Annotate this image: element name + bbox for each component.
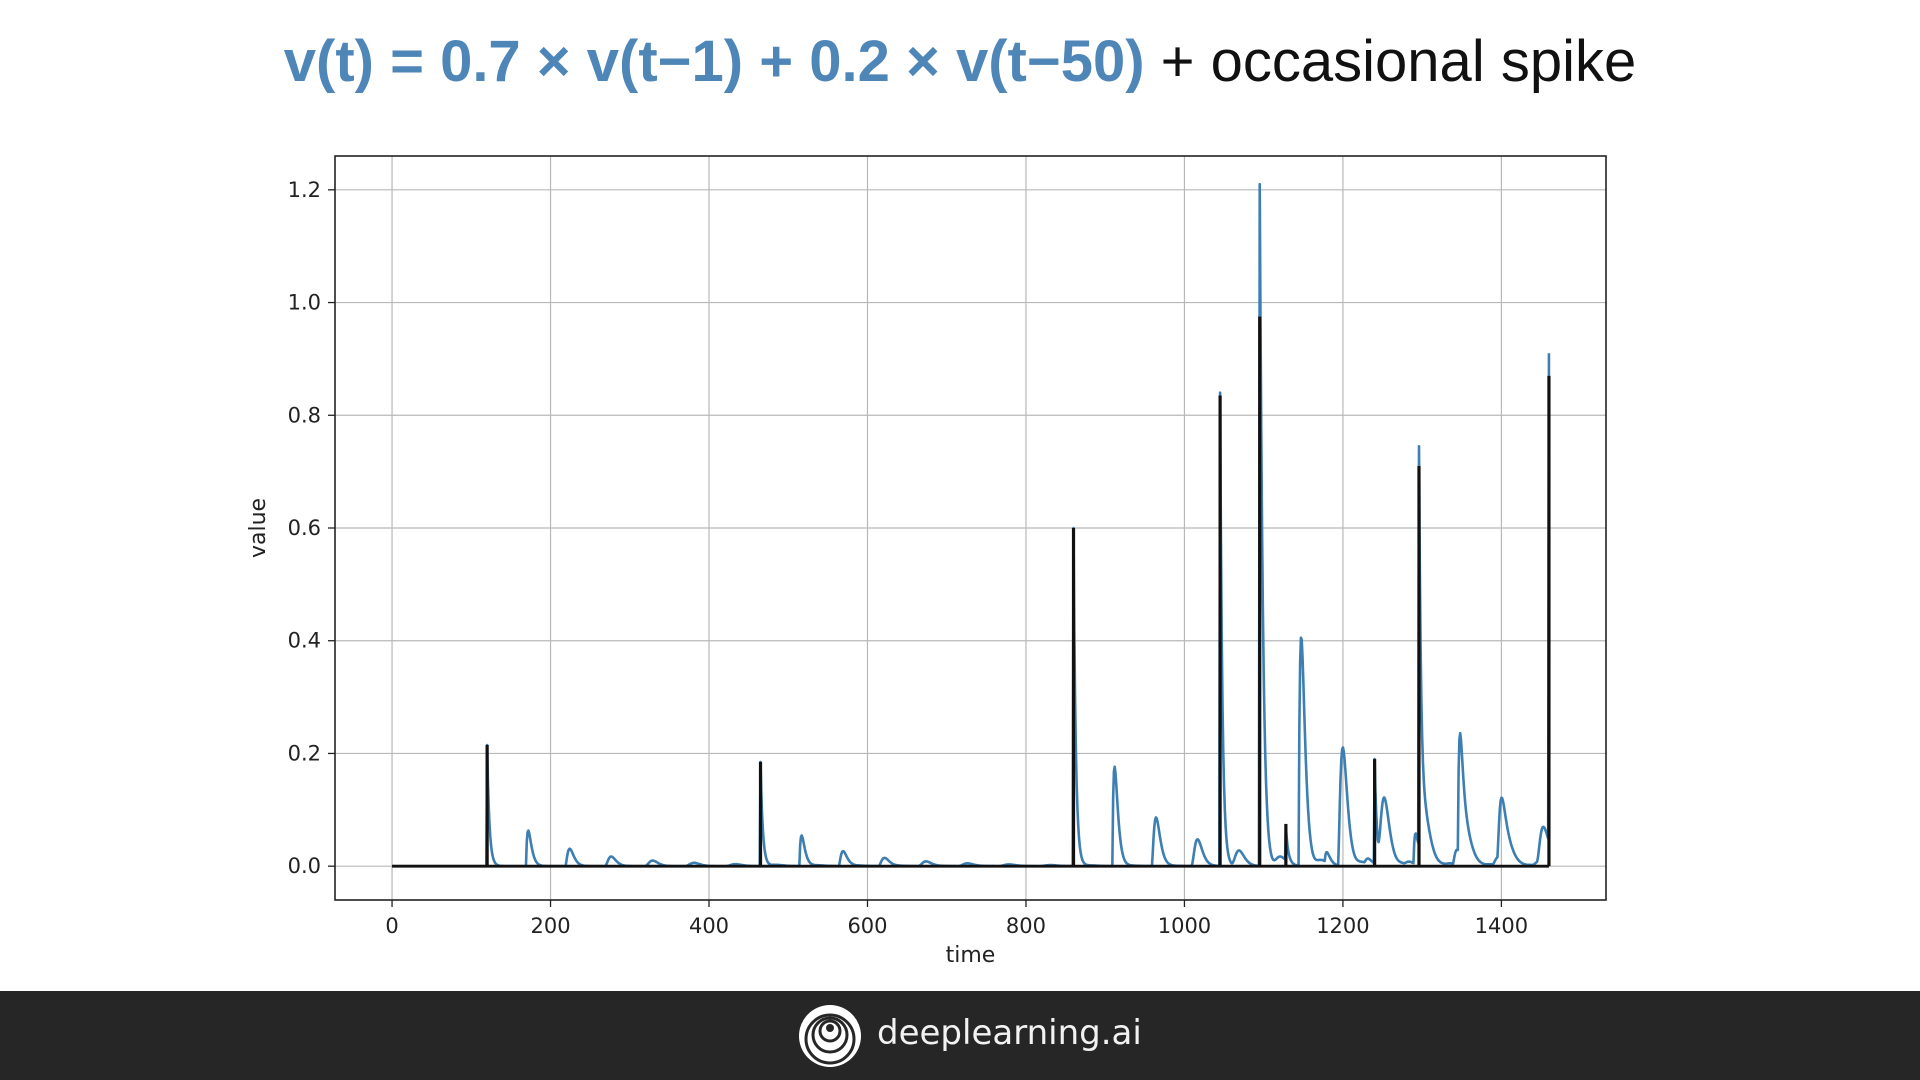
x-tick-label: 200 bbox=[530, 914, 570, 938]
x-tick-label: 400 bbox=[689, 914, 729, 938]
y-tick-label: 1.0 bbox=[288, 291, 321, 315]
title-rest: + occasional spike bbox=[1144, 29, 1637, 94]
y-tick-label: 0.4 bbox=[288, 629, 321, 653]
x-tick-label: 1200 bbox=[1316, 914, 1369, 938]
slide-title: v(t) = 0.7 × v(t−1) + 0.2 × v(t−50) + oc… bbox=[0, 28, 1920, 95]
footer-bar: deeplearning.ai bbox=[0, 991, 1920, 1080]
x-tick-label: 800 bbox=[1006, 914, 1046, 938]
y-tick-label: 0.0 bbox=[288, 854, 321, 878]
y-tick-label: 1.2 bbox=[288, 178, 321, 202]
footer-brand: deeplearning.ai bbox=[877, 1013, 1142, 1053]
title-formula: v(t) = 0.7 × v(t−1) + 0.2 × v(t−50) bbox=[283, 29, 1145, 94]
x-tick-label: 1400 bbox=[1475, 914, 1528, 938]
x-tick-label: 1000 bbox=[1158, 914, 1211, 938]
y-tick-label: 0.6 bbox=[288, 516, 321, 540]
x-axis-label: time bbox=[946, 943, 996, 968]
x-tick-label: 0 bbox=[385, 914, 398, 938]
y-tick-label: 0.2 bbox=[288, 741, 321, 765]
y-axis-label: value bbox=[246, 498, 271, 558]
chart: 0 200 400 600 800 1000 1200 1400 0.0 0.2 0.4 0.6 0.8… bbox=[246, 155, 1607, 968]
y-tick-label: 0.8 bbox=[288, 403, 321, 427]
x-tick-label: 600 bbox=[847, 914, 887, 938]
deeplearning-logo-icon bbox=[799, 1005, 861, 1067]
